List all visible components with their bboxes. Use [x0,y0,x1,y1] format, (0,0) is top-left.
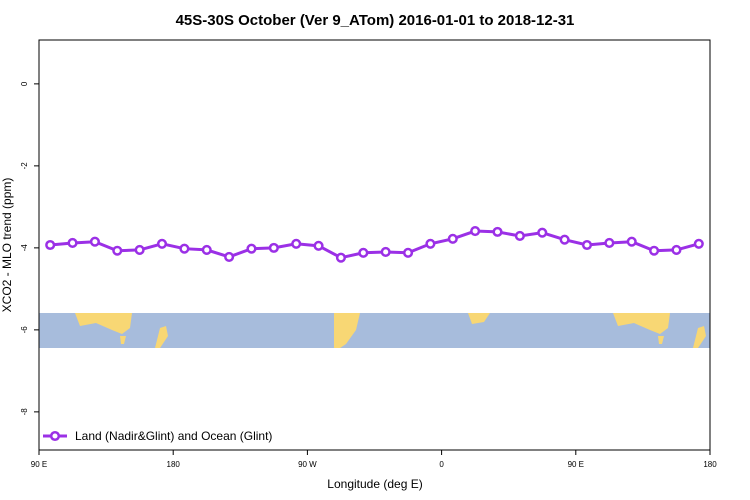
point [537,227,548,238]
point [89,236,100,247]
y-tick-label: -4 [20,244,29,252]
point [358,247,369,258]
x-tick-label: 90 E [31,460,47,469]
point [671,244,682,255]
point [649,245,660,256]
point [134,244,145,255]
point [246,243,257,254]
point [403,247,414,258]
x-tick-label: 0 [439,460,444,469]
point [447,233,458,244]
x-tick-label: 90 E [568,460,584,469]
point [470,226,481,237]
point [604,237,615,248]
point [156,238,168,249]
map-strip [39,313,710,348]
y-tick-label: 0 [20,81,29,86]
y-tick-label: -6 [20,326,29,334]
legend-marker [49,430,61,442]
point [112,245,123,256]
point [335,252,347,263]
y-tick-label: -8 [20,408,29,416]
chart-title: 45S-30S October (Ver 9_ATom) 2016-01-01 … [176,12,575,29]
point [626,236,637,247]
point [179,243,190,254]
legend-label: Land (Nadir&Glint) and Ocean (Glint) [75,429,272,443]
point [380,246,391,258]
point [45,239,56,251]
point [514,230,525,242]
point [313,240,324,251]
x-tick-label: 180 [167,460,181,469]
point [425,238,436,249]
y-axis-label: XCO2 - MLO trend (ppm) [0,178,14,313]
point [201,244,212,255]
point [693,238,704,249]
point [268,242,279,253]
point [67,237,78,248]
plot-frame [38,39,711,451]
series-line [50,229,700,260]
point [224,251,235,262]
point [492,226,503,237]
point [559,234,570,245]
point [291,238,302,249]
y-tick-label: -2 [20,162,29,170]
x-axis-label: Longitude (deg E) [327,477,422,491]
x-tick-label: 180 [703,460,717,469]
point [581,239,593,251]
x-tick-label: 90 W [298,460,317,469]
